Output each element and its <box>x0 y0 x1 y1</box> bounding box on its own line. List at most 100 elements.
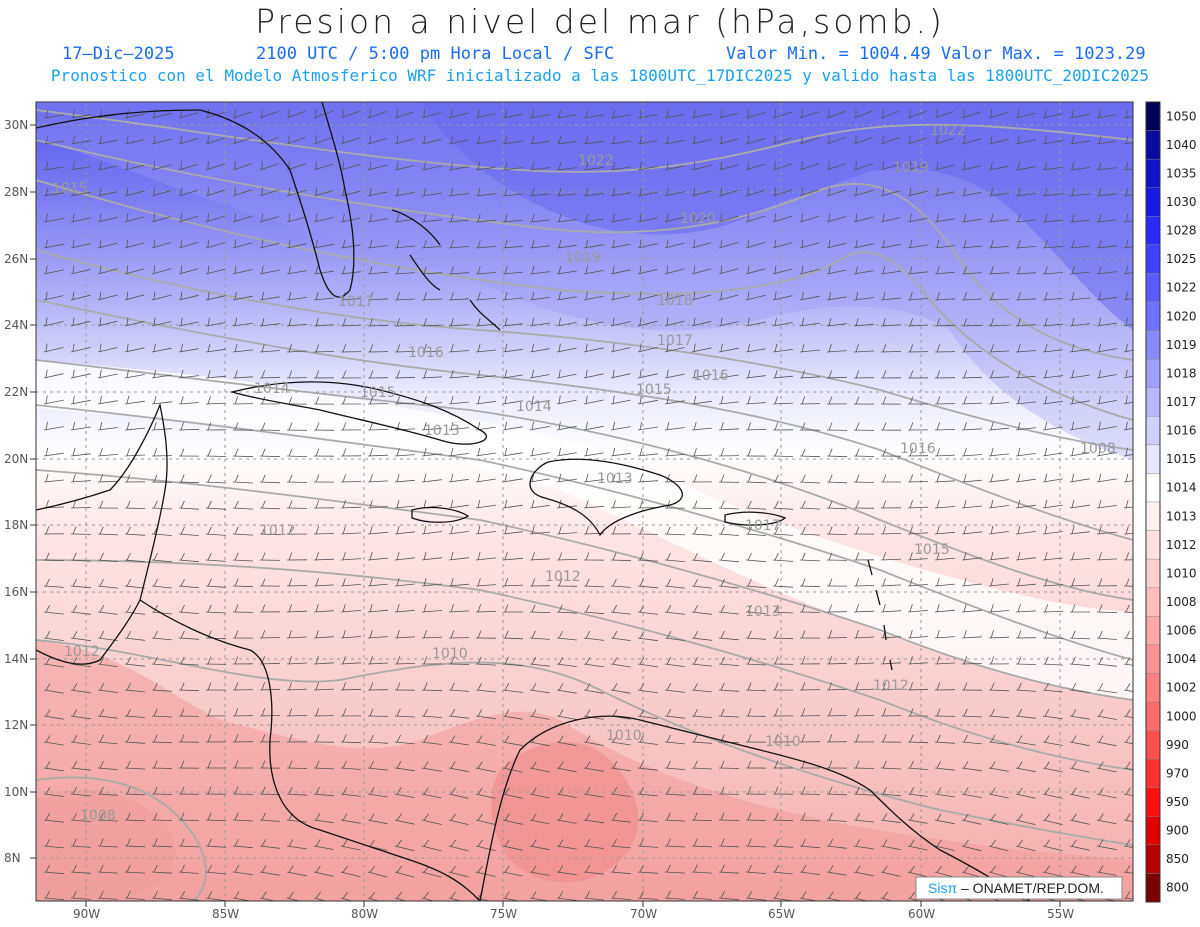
wind-barb <box>1123 265 1133 275</box>
wind-barb <box>853 500 875 509</box>
wind-barb <box>151 656 172 666</box>
wind-barb <box>70 578 91 589</box>
wind-barb <box>475 578 497 587</box>
wind-barb <box>529 291 550 301</box>
wind-barb <box>583 447 604 457</box>
wind-barb <box>1015 395 1036 405</box>
wind-barb <box>97 708 118 719</box>
wind-barb <box>1069 709 1090 720</box>
wind-barb <box>421 318 443 327</box>
colorbar-label: 950 <box>1166 795 1189 809</box>
wind-barb <box>340 604 361 613</box>
wind-barb <box>934 787 955 798</box>
wind-barb <box>880 109 900 119</box>
wind-barb <box>1015 318 1037 327</box>
wind-barb <box>583 187 604 197</box>
wind-barb <box>1042 604 1064 613</box>
wind-barb <box>124 838 146 848</box>
wind-barb <box>232 213 253 223</box>
wind-barb <box>961 473 982 483</box>
wind-barb <box>286 265 307 275</box>
wind-barb <box>772 786 794 795</box>
wind-barb <box>664 631 685 641</box>
wind-barb <box>421 473 442 483</box>
wind-barb <box>394 161 415 171</box>
wind-barb <box>394 865 415 878</box>
wind-barb <box>43 735 64 746</box>
wind-barb <box>934 448 956 457</box>
wind-barb <box>799 708 821 717</box>
wind-barb <box>907 760 928 770</box>
hispaniola-coast <box>529 458 683 537</box>
colorbar-swatch <box>1145 616 1161 646</box>
wind-barb <box>529 161 550 171</box>
wind-barb <box>232 135 253 145</box>
contour-label: 1013 <box>745 604 781 620</box>
wind-barb <box>313 213 334 223</box>
wind-barb <box>691 317 712 327</box>
wind-barb <box>637 135 658 145</box>
wind-barb <box>394 473 415 483</box>
wind-barb <box>340 109 360 119</box>
wind-barb <box>529 683 550 694</box>
wind-barb <box>691 213 712 223</box>
wind-barb <box>233 760 253 769</box>
wind-barb <box>934 474 956 483</box>
wind-barb <box>124 135 145 145</box>
wind-barb <box>205 891 226 901</box>
wind-barb <box>664 291 685 301</box>
wind-barb <box>826 291 847 301</box>
wind-barb <box>583 604 604 615</box>
wind-barb <box>394 761 415 772</box>
wind-barb <box>691 578 712 589</box>
wind-barb <box>691 838 713 848</box>
wind-barb <box>961 787 982 798</box>
wind-barb <box>286 891 302 901</box>
wind-barb <box>934 422 956 431</box>
wind-barb <box>826 265 847 275</box>
wind-barb <box>124 656 145 667</box>
wind-barb <box>448 708 469 719</box>
wind-barb <box>610 473 631 483</box>
wind-barb <box>718 604 739 615</box>
contour-label: 1018 <box>657 293 693 309</box>
wind-barb <box>151 187 172 197</box>
wind-barb <box>286 526 308 535</box>
wind-barb <box>1042 578 1064 587</box>
wind-barb <box>394 839 415 852</box>
wind-barb <box>610 578 631 588</box>
wind-barb <box>1015 708 1036 719</box>
wind-barb <box>988 839 1009 852</box>
wind-barb <box>529 421 550 431</box>
wind-barb <box>1123 761 1133 771</box>
wind-barb <box>340 161 361 171</box>
wind-barb <box>259 552 281 561</box>
wind-barb <box>1042 317 1063 327</box>
wind-barb <box>313 370 335 379</box>
wind-barb <box>610 657 631 668</box>
wind-barb <box>610 421 631 431</box>
wind-barb <box>421 292 443 301</box>
wind-barb <box>772 161 793 171</box>
wind-barb <box>853 161 874 171</box>
wind-barb <box>286 291 307 301</box>
contour-label: 1012 <box>260 523 296 539</box>
wind-barb <box>367 682 389 691</box>
wind-barb <box>745 864 766 874</box>
wind-barb <box>313 239 334 249</box>
wind-barb <box>799 317 820 327</box>
wind-barb <box>286 370 308 379</box>
contour-label: 1012 <box>64 644 100 660</box>
wind-barb <box>178 630 200 640</box>
wind-barb <box>745 656 767 666</box>
wind-barb <box>664 239 685 249</box>
contour-label: 1012 <box>873 678 909 694</box>
wind-barb <box>1015 813 1036 825</box>
wind-barb <box>1015 292 1037 301</box>
wind-barb <box>880 500 902 509</box>
wind-barb <box>313 656 335 665</box>
wind-barb <box>691 265 712 275</box>
wind-barb <box>421 787 442 799</box>
lat-label: 8N <box>4 851 21 865</box>
wind-barb <box>502 343 523 353</box>
